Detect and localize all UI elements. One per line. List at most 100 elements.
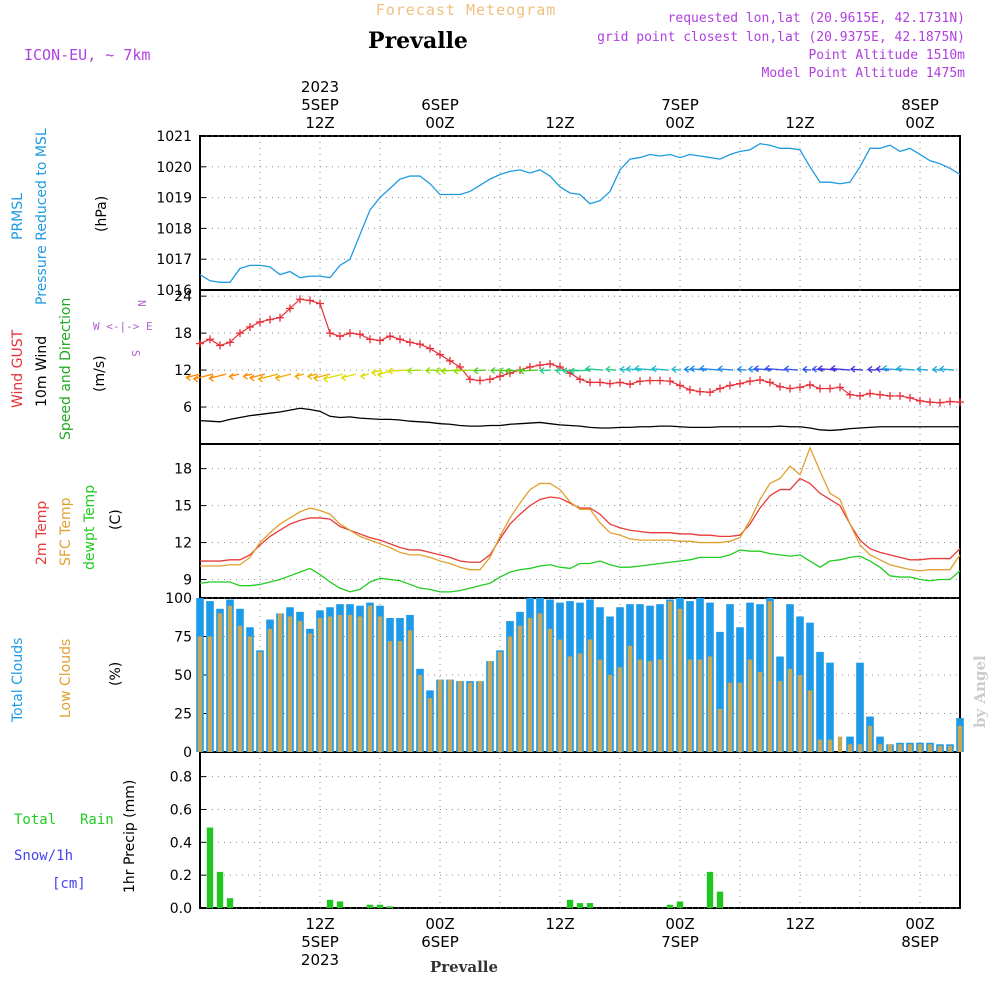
wind-direction-arrow <box>817 365 838 373</box>
low-cloud-bar <box>727 682 733 752</box>
y-tick-label: 0.6 <box>170 802 192 818</box>
low-cloud-bar <box>767 601 773 752</box>
low-cloud-bar <box>337 614 343 752</box>
y-tick-label: 0.8 <box>170 770 192 786</box>
y-tick-label: 1017 <box>156 252 192 268</box>
wind-direction-arrow <box>747 365 760 373</box>
gust-marker <box>196 339 204 348</box>
wind-direction-arrow <box>699 364 721 373</box>
total-cloud-bar <box>806 622 814 752</box>
rain-bar <box>386 906 394 908</box>
bottom-time-label: 5SEP <box>301 933 339 951</box>
rain-bar <box>376 904 384 908</box>
rain-bar <box>566 899 574 908</box>
sfc-temp-line <box>200 445 961 572</box>
low-cloud-bar <box>797 675 803 752</box>
precip-total-label: Total <box>14 812 56 828</box>
low-cloud-bar <box>777 681 783 752</box>
y-tick-label: 12 <box>174 363 192 379</box>
gust-marker <box>616 378 624 387</box>
low-cloud-bar <box>647 661 653 752</box>
wind-direction-arrow <box>489 366 500 375</box>
low-cloud-bar <box>217 613 223 752</box>
y-tick-label: 18 <box>174 326 192 342</box>
gust-marker <box>586 378 594 387</box>
rain-bar <box>366 904 374 908</box>
panel-frame <box>199 135 961 291</box>
precip-rain-label: Rain <box>80 812 114 828</box>
rain-bar <box>676 901 684 908</box>
point-altitude: Point Altitude 1510m <box>808 48 965 63</box>
wind-unit: (m/s) <box>92 355 108 392</box>
wind-direction-arrow <box>312 373 331 382</box>
y-tick-label: 0.4 <box>170 835 192 851</box>
low-cloud-bar <box>497 651 503 752</box>
wind-direction-arrow <box>539 367 552 375</box>
gust-marker <box>686 385 694 394</box>
precip-labels: Total Rain Snow/1h [cm] 1hr Precip (mm) <box>14 780 138 893</box>
top-time-label: 12Z <box>545 114 574 132</box>
gust-marker <box>636 377 644 386</box>
gust-marker <box>356 330 364 339</box>
wind-direction-arrow <box>424 366 435 375</box>
temp-unit: (C) <box>108 509 124 530</box>
top-time-label: 00Z <box>905 114 934 132</box>
wind-direction-arrow <box>472 367 487 375</box>
low-cloud-bar <box>347 614 353 752</box>
low-cloud-bar <box>327 616 333 752</box>
low-cloud-bar <box>357 616 363 752</box>
low-cloud-bar <box>467 682 473 752</box>
low-cloud-bar <box>227 605 233 752</box>
location-title: Prevalle <box>368 28 468 54</box>
low-cloud-bar <box>547 628 553 752</box>
credit-watermark: by Angel <box>971 655 989 728</box>
wind-direction-arrow <box>359 372 370 380</box>
wind-direction-arrow <box>340 373 357 382</box>
low-cloud-bar <box>277 613 283 752</box>
low-cloud-bar <box>757 671 763 752</box>
gust-marker <box>816 384 824 393</box>
low-cloud-bar <box>707 656 713 752</box>
wind-labels: Wind GUST 10m Wind Speed and Direction (… <box>10 298 153 440</box>
gust-marker <box>656 376 664 385</box>
temp-labels: 2m Temp SFC Temp dewpt Temp (C) <box>34 485 124 570</box>
wind-direction-arrow <box>242 372 253 380</box>
low-cloud-bar <box>437 679 443 752</box>
low-cloud-bar <box>257 651 263 752</box>
low-cloud-bar <box>927 744 933 752</box>
wind-direction-arrow <box>584 365 604 373</box>
low-cloud-bar <box>677 608 683 752</box>
gust-marker <box>886 391 894 400</box>
gust-marker <box>806 380 814 389</box>
gust-marker <box>536 361 544 370</box>
gust-marker <box>526 363 534 371</box>
top-time-label: 5SEP <box>301 96 339 114</box>
low-cloud-bar <box>197 636 203 752</box>
wind-direction-arrow <box>764 364 786 373</box>
top-time-label: 6SEP <box>421 96 459 114</box>
rain-bar <box>706 871 714 908</box>
gust-marker <box>836 383 844 392</box>
gust-marker <box>266 315 274 324</box>
top-title: Forecast Meteogram <box>376 1 557 19</box>
gust-marker <box>216 341 224 350</box>
y-tick-label: 0.0 <box>170 901 192 917</box>
gust-marker <box>596 378 604 387</box>
low-cloud-bar <box>587 639 593 752</box>
gust-marker <box>236 329 244 338</box>
gust-marker <box>476 376 484 385</box>
low-cloud-bar <box>717 708 723 752</box>
gust-marker <box>646 376 654 385</box>
low-cloud-bar <box>567 656 573 752</box>
gust-marker <box>336 332 344 341</box>
gust-marker <box>926 398 934 407</box>
top-time-label: 00Z <box>665 114 694 132</box>
y-tick-label: 9 <box>183 573 192 589</box>
wind-direction-arrow <box>208 373 227 382</box>
gust-marker <box>796 383 804 392</box>
total-cloud-bar <box>726 604 734 752</box>
panel-4: 0.0 0.2 0.4 0.6 0.8 <box>170 751 961 917</box>
panel-frame <box>199 289 961 445</box>
gust-marker <box>706 388 714 397</box>
